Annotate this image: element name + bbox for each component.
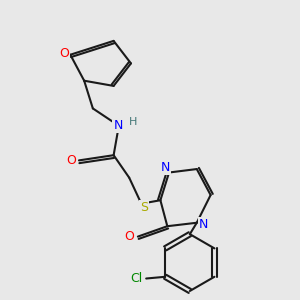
Text: O: O: [59, 46, 69, 59]
Text: O: O: [124, 230, 134, 243]
Text: N: N: [113, 119, 123, 132]
Text: N: N: [161, 161, 170, 174]
Text: N: N: [199, 218, 208, 231]
Text: H: H: [129, 117, 138, 127]
Text: Cl: Cl: [130, 272, 142, 285]
Text: O: O: [66, 154, 76, 167]
Text: S: S: [140, 201, 148, 214]
